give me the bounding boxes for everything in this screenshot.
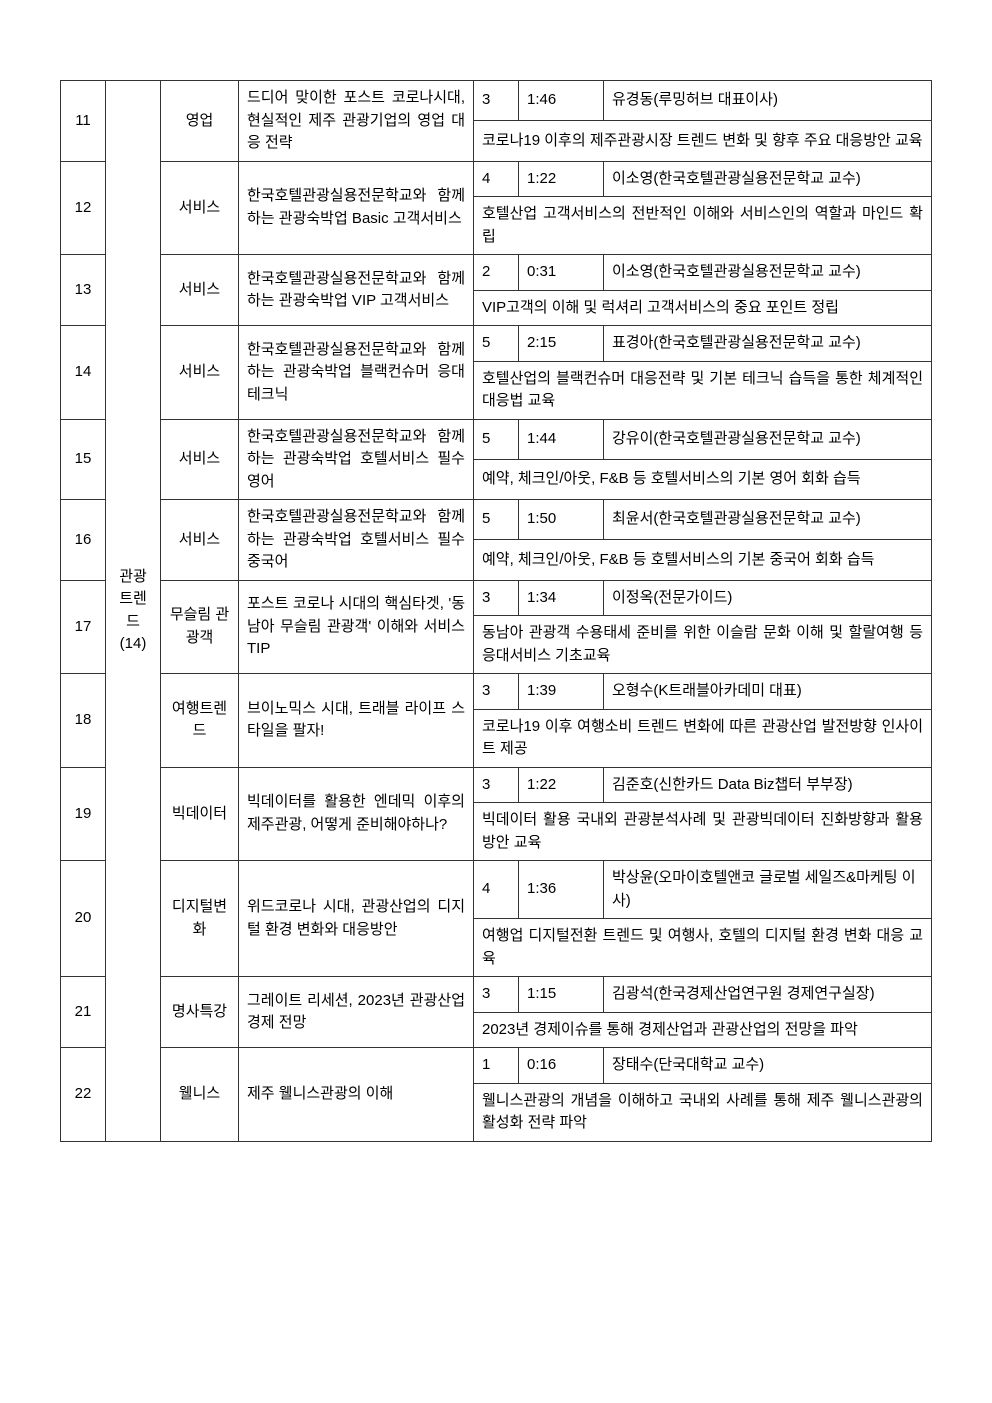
lesson-count: 5	[474, 500, 519, 540]
course-title: 한국호텔관광실용전문학교와 함께하는 관광숙박업 블랙컨슈머 응대 테크닉	[239, 326, 474, 420]
description: 웰니스관광의 개념을 이해하고 국내외 사례를 통해 제주 웰니스관광의 활성화…	[474, 1083, 932, 1141]
category: 서비스	[161, 419, 239, 500]
course-title: 제주 웰니스관광의 이해	[239, 1048, 474, 1142]
lesson-count: 3	[474, 674, 519, 710]
duration: 1:22	[519, 767, 604, 803]
row-number: 14	[61, 326, 106, 420]
duration: 2:15	[519, 326, 604, 362]
duration: 0:31	[519, 255, 604, 291]
course-title: 한국호텔관광실용전문학교와 함께하는 관광숙박업 호텔서비스 필수 영어	[239, 419, 474, 500]
category: 명사특강	[161, 977, 239, 1048]
description: VIP고객의 이해 및 럭셔리 고객서비스의 중요 포인트 정립	[474, 290, 932, 326]
table-row: 13서비스한국호텔관광실용전문학교와 함께하는 관광숙박업 VIP 고객서비스2…	[61, 255, 932, 291]
description: 호텔산업 고객서비스의 전반적인 이해와 서비스인의 역할과 마인드 확립	[474, 197, 932, 255]
row-number: 12	[61, 161, 106, 255]
table-row: 11관광 트렌드 (14)영업드디어 맞이한 포스트 코로나시대, 현실적인 제…	[61, 81, 932, 121]
row-number: 22	[61, 1048, 106, 1142]
course-title: 위드코로나 시대, 관광산업의 디지털 환경 변화와 대응방안	[239, 861, 474, 977]
table-row: 14서비스한국호텔관광실용전문학교와 함께하는 관광숙박업 블랙컨슈머 응대 테…	[61, 326, 932, 362]
duration: 1:44	[519, 419, 604, 459]
row-number: 16	[61, 500, 106, 581]
course-table: 11관광 트렌드 (14)영업드디어 맞이한 포스트 코로나시대, 현실적인 제…	[60, 80, 932, 1142]
table-row: 16서비스한국호텔관광실용전문학교와 함께하는 관광숙박업 호텔서비스 필수 중…	[61, 500, 932, 540]
duration: 1:36	[519, 861, 604, 919]
course-title: 포스트 코로나 시대의 핵심타겟, '동남아 무슬림 관광객' 이해와 서비스 …	[239, 580, 474, 674]
row-number: 18	[61, 674, 106, 768]
description: 예약, 체크인/아웃, F&B 등 호텔서비스의 기본 중국어 회화 습득	[474, 540, 932, 580]
lesson-count: 3	[474, 580, 519, 616]
duration: 1:22	[519, 161, 604, 197]
instructor: 박상윤(오마이호텔앤코 글로벌 세일즈&마케팅 이사)	[604, 861, 932, 919]
duration: 1:34	[519, 580, 604, 616]
instructor: 표경아(한국호텔관광실용전문학교 교수)	[604, 326, 932, 362]
instructor: 강유이(한국호텔관광실용전문학교 교수)	[604, 419, 932, 459]
description: 예약, 체크인/아웃, F&B 등 호텔서비스의 기본 영어 회화 습득	[474, 459, 932, 499]
lesson-count: 3	[474, 81, 519, 121]
instructor: 이소영(한국호텔관광실용전문학교 교수)	[604, 161, 932, 197]
table-row: 22웰니스제주 웰니스관광의 이해10:16장태수(단국대학교 교수)	[61, 1048, 932, 1084]
lesson-count: 2	[474, 255, 519, 291]
instructor: 김준호(신한카드 Data Biz챕터 부부장)	[604, 767, 932, 803]
lesson-count: 1	[474, 1048, 519, 1084]
description: 2023년 경제이슈를 통해 경제산업과 관광산업의 전망을 파악	[474, 1012, 932, 1048]
category: 서비스	[161, 161, 239, 255]
category: 서비스	[161, 326, 239, 420]
lesson-count: 4	[474, 861, 519, 919]
course-title: 드디어 맞이한 포스트 코로나시대, 현실적인 제주 관광기업의 영업 대응 전…	[239, 81, 474, 162]
category: 빅데이터	[161, 767, 239, 861]
category: 서비스	[161, 255, 239, 326]
course-title: 빅데이터를 활용한 엔데믹 이후의 제주관광, 어떻게 준비해야하나?	[239, 767, 474, 861]
instructor: 이정옥(전문가이드)	[604, 580, 932, 616]
lesson-count: 5	[474, 419, 519, 459]
row-number: 20	[61, 861, 106, 977]
duration: 1:15	[519, 977, 604, 1013]
category: 영업	[161, 81, 239, 162]
category: 무슬림 관광객	[161, 580, 239, 674]
course-title: 브이노믹스 시대, 트래블 라이프 스타일을 팔자!	[239, 674, 474, 768]
duration: 1:46	[519, 81, 604, 121]
row-number: 11	[61, 81, 106, 162]
description: 빅데이터 활용 국내외 관광분석사례 및 관광빅데이터 진화방향과 활용방안 교…	[474, 803, 932, 861]
table-row: 12서비스한국호텔관광실용전문학교와 함께하는 관광숙박업 Basic 고객서비…	[61, 161, 932, 197]
instructor: 최윤서(한국호텔관광실용전문학교 교수)	[604, 500, 932, 540]
row-number: 17	[61, 580, 106, 674]
description: 코로나19 이후의 제주관광시장 트렌드 변화 및 향후 주요 대응방안 교육	[474, 121, 932, 161]
description: 호텔산업의 블랙컨슈머 대응전략 및 기본 테크닉 습득을 통한 체계적인 대응…	[474, 361, 932, 419]
description: 여행업 디지털전환 트렌드 및 여행사, 호텔의 디지털 환경 변화 대응 교육	[474, 919, 932, 977]
category: 여행트렌드	[161, 674, 239, 768]
category: 디지털변화	[161, 861, 239, 977]
lesson-count: 3	[474, 977, 519, 1013]
table-row: 21명사특강그레이트 리세션, 2023년 관광산업 경제 전망31:15김광석…	[61, 977, 932, 1013]
instructor: 오형수(K트래블아카데미 대표)	[604, 674, 932, 710]
table-row: 19빅데이터빅데이터를 활용한 엔데믹 이후의 제주관광, 어떻게 준비해야하나…	[61, 767, 932, 803]
row-number: 15	[61, 419, 106, 500]
instructor: 유경동(루밍허브 대표이사)	[604, 81, 932, 121]
instructor: 장태수(단국대학교 교수)	[604, 1048, 932, 1084]
instructor: 김광석(한국경제산업연구원 경제연구실장)	[604, 977, 932, 1013]
row-number: 19	[61, 767, 106, 861]
group-label: 관광 트렌드 (14)	[106, 81, 161, 1142]
description: 동남아 관광객 수용태세 준비를 위한 이슬람 문화 이해 및 할랄여행 등 응…	[474, 616, 932, 674]
table-row: 17무슬림 관광객포스트 코로나 시대의 핵심타겟, '동남아 무슬림 관광객'…	[61, 580, 932, 616]
course-title: 한국호텔관광실용전문학교와 함께하는 관광숙박업 Basic 고객서비스	[239, 161, 474, 255]
description: 코로나19 이후 여행소비 트렌드 변화에 따른 관광산업 발전방향 인사이트 …	[474, 709, 932, 767]
duration: 1:50	[519, 500, 604, 540]
row-number: 21	[61, 977, 106, 1048]
row-number: 13	[61, 255, 106, 326]
duration: 1:39	[519, 674, 604, 710]
table-row: 18여행트렌드브이노믹스 시대, 트래블 라이프 스타일을 팔자!31:39오형…	[61, 674, 932, 710]
table-row: 15서비스한국호텔관광실용전문학교와 함께하는 관광숙박업 호텔서비스 필수 영…	[61, 419, 932, 459]
course-title: 그레이트 리세션, 2023년 관광산업 경제 전망	[239, 977, 474, 1048]
category: 서비스	[161, 500, 239, 581]
duration: 0:16	[519, 1048, 604, 1084]
lesson-count: 3	[474, 767, 519, 803]
lesson-count: 5	[474, 326, 519, 362]
course-title: 한국호텔관광실용전문학교와 함께하는 관광숙박업 호텔서비스 필수 중국어	[239, 500, 474, 581]
course-title: 한국호텔관광실용전문학교와 함께하는 관광숙박업 VIP 고객서비스	[239, 255, 474, 326]
instructor: 이소영(한국호텔관광실용전문학교 교수)	[604, 255, 932, 291]
table-row: 20디지털변화위드코로나 시대, 관광산업의 디지털 환경 변화와 대응방안41…	[61, 861, 932, 919]
category: 웰니스	[161, 1048, 239, 1142]
lesson-count: 4	[474, 161, 519, 197]
